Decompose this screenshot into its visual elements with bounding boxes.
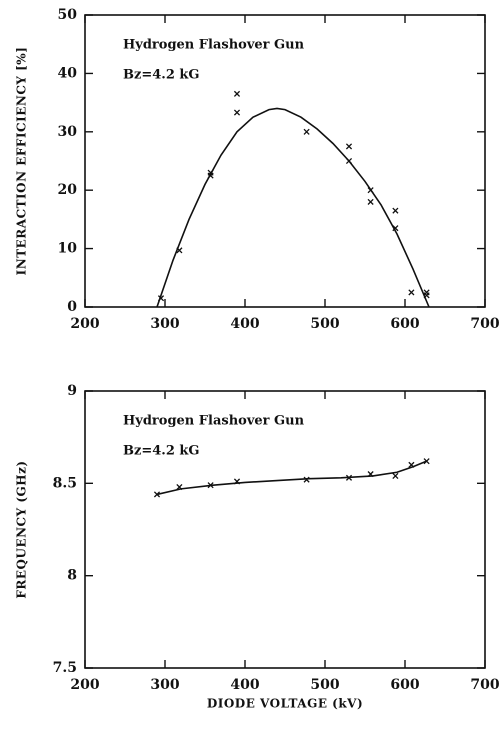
- x-tick-label: 700: [470, 316, 499, 332]
- data-point: [233, 90, 241, 97]
- x-tick-label: 700: [470, 677, 499, 693]
- annotation: Bz=4.2 kG: [123, 444, 200, 459]
- y-axis-label: FREQUENCY (GHz): [15, 460, 29, 598]
- x-tick-label: 600: [390, 316, 419, 332]
- annotation: Hydrogen Flashover Gun: [123, 38, 305, 53]
- data-point: [392, 225, 399, 232]
- data-point: [207, 169, 214, 176]
- annotation: Hydrogen Flashover Gun: [123, 414, 305, 429]
- plot-frame: [84, 14, 486, 308]
- data-point: [408, 461, 415, 468]
- data-point: [408, 289, 415, 296]
- fit-curve: [156, 460, 427, 496]
- data-point: [367, 187, 374, 194]
- y-tick-label: 8.5: [53, 475, 77, 491]
- data-point: [423, 292, 430, 299]
- data-point: [392, 472, 399, 480]
- data-point: [345, 157, 353, 165]
- y-tick-label: 8: [67, 568, 77, 584]
- x-tick-label: 600: [390, 677, 419, 693]
- y-axis-label: INTERACTION EFFICIENCY [%]: [15, 47, 29, 276]
- x-tick-label: 500: [310, 677, 339, 693]
- fit-curve: [156, 107, 430, 308]
- x-tick-label: 300: [150, 677, 179, 693]
- x-tick-label: 400: [230, 316, 259, 332]
- y-tick-label: 40: [58, 65, 78, 81]
- x-tick-label: 300: [150, 316, 179, 332]
- x-tick-label: 200: [70, 677, 99, 693]
- x-tick-label: 500: [310, 316, 339, 332]
- y-tick-label: 30: [58, 124, 78, 140]
- data-point: [303, 476, 310, 483]
- y-tick-label: 20: [58, 182, 78, 198]
- data-point: [233, 109, 241, 116]
- y-tick-label: 7.5: [53, 660, 77, 676]
- annotation: Bz=4.2 kG: [123, 68, 200, 83]
- data-point: [345, 474, 353, 481]
- y-tick-label: 10: [58, 241, 78, 257]
- data-point: [233, 478, 241, 485]
- data-point: [176, 483, 183, 491]
- x-axis-label: DIODE VOLTAGE (kV): [207, 697, 363, 711]
- x-tick-label: 200: [70, 316, 99, 332]
- data-point: [303, 128, 310, 135]
- data-point: [367, 198, 374, 205]
- plot-frame: [84, 390, 486, 669]
- data-point: [176, 247, 183, 254]
- data-point: [392, 207, 399, 214]
- y-tick-label: 9: [67, 383, 77, 399]
- x-tick-label: 400: [230, 677, 259, 693]
- data-point: [367, 471, 374, 478]
- data-point: [153, 491, 161, 498]
- data-point: [423, 458, 430, 465]
- data-point: [207, 482, 214, 489]
- data-point: [157, 295, 165, 302]
- data-point: [345, 143, 353, 150]
- y-tick-label: 0: [67, 299, 77, 315]
- y-tick-label: 50: [58, 7, 78, 23]
